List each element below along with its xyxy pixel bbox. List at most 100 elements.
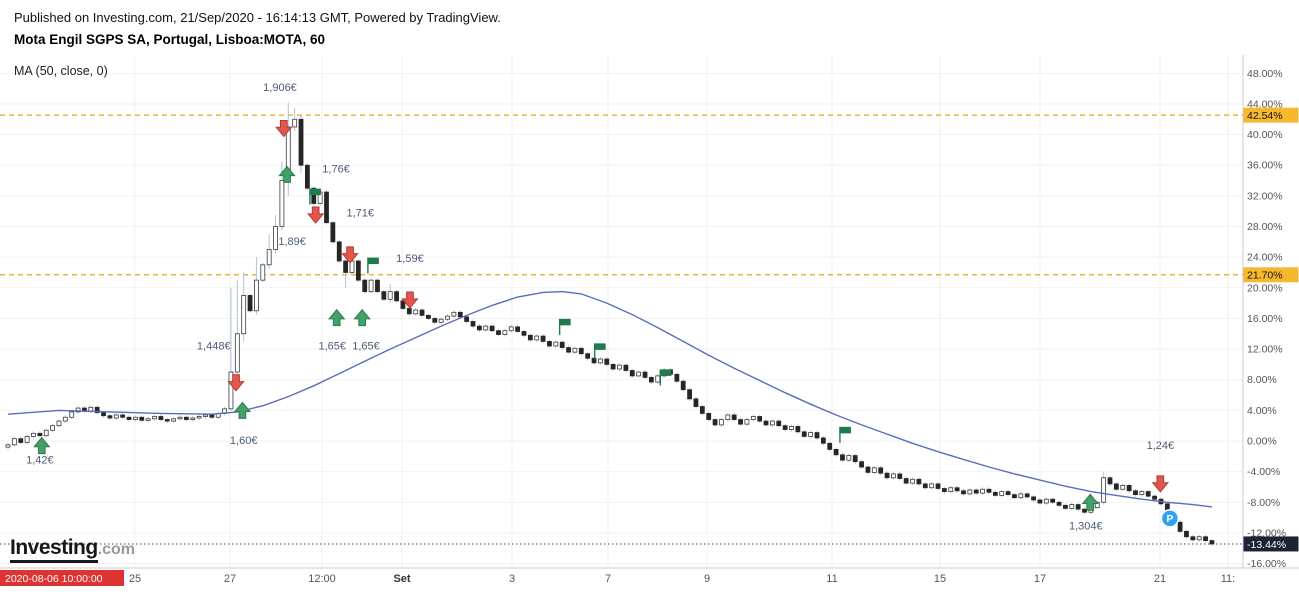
candle-body <box>1101 477 1107 503</box>
candle-body <box>706 413 712 420</box>
candle-body <box>43 429 49 437</box>
candle-body <box>24 436 30 443</box>
candle-body <box>457 311 463 318</box>
candle-body <box>808 432 814 437</box>
flag-icon <box>367 257 379 265</box>
candle-body <box>228 371 234 410</box>
candle-body <box>113 414 119 419</box>
price-annotation: 1,76€ <box>322 163 350 175</box>
candle-body <box>770 420 775 426</box>
price-axis[interactable]: 48.00% 44.00% 40.00% 36.00% 32.00% 28.00% 24.0… <box>1243 68 1299 570</box>
candle-body <box>553 341 559 347</box>
candle-body <box>725 414 731 420</box>
candle-body <box>324 191 329 224</box>
published-line: Published on Investing.com, 21/Sep/2020 … <box>14 10 501 25</box>
candle-body <box>986 488 992 493</box>
sell-arrow-icon <box>1151 475 1169 493</box>
candle-body <box>508 326 514 332</box>
candle-body <box>1012 494 1017 499</box>
candle-body <box>1056 501 1062 506</box>
candle-body <box>234 333 240 373</box>
candle-body <box>1037 499 1043 504</box>
price-axis-label: 36.00% <box>1247 160 1283 172</box>
candle-body <box>464 316 470 322</box>
flag-icon <box>594 343 606 350</box>
candle-body <box>744 419 750 425</box>
price-axis-label: 8.00% <box>1247 374 1277 386</box>
candle-body <box>158 416 164 420</box>
candle-body <box>840 454 845 461</box>
candle-body <box>1043 498 1049 504</box>
candle-body <box>515 326 520 332</box>
candle-body <box>145 418 151 421</box>
candle-body <box>502 330 508 335</box>
candle-body <box>916 478 922 485</box>
last-price-tag <box>1243 536 1299 552</box>
price-axis-label: 16.00% <box>1247 313 1283 325</box>
price-annotation: 1,448€ <box>197 340 231 352</box>
level-price-tag <box>1243 267 1299 283</box>
last-price-tag-label: -13.44% <box>1247 539 1286 551</box>
candle-body <box>572 347 578 353</box>
candle-body <box>559 341 565 348</box>
price-axis-label: -12.00% <box>1247 527 1286 539</box>
candle-body <box>980 488 986 494</box>
price-annotation: 1,89€ <box>278 236 306 248</box>
candle-body <box>852 455 858 463</box>
ma-indicator-label[interactable]: MA (50, close, 0) <box>14 64 108 78</box>
logo-main-text: Investing <box>10 536 98 563</box>
price-axis-label: 28.00% <box>1247 221 1283 233</box>
p-badge-icon <box>1160 509 1180 528</box>
candle-body <box>1082 508 1087 513</box>
candle-body <box>954 487 960 492</box>
candle-body <box>419 309 425 316</box>
buy-arrow-icon <box>233 401 252 419</box>
time-axis-label: 12:00 <box>308 573 336 585</box>
candle-body <box>394 291 399 302</box>
price-axis-label: 48.00% <box>1247 68 1283 80</box>
cursor-date-tag-label: 2020-08-06 10:00:00 <box>5 573 103 585</box>
price-annotation: 1,906€ <box>263 82 297 94</box>
candle-body <box>566 347 571 353</box>
candle-body <box>75 407 81 413</box>
candle-body <box>451 311 457 317</box>
cursor-date-tag <box>0 570 124 586</box>
candle-body <box>476 325 482 331</box>
candle-body <box>598 358 603 364</box>
candle-body <box>62 416 68 422</box>
candle-body <box>11 438 17 446</box>
candle-body <box>1145 491 1151 497</box>
candle-body <box>1024 493 1030 498</box>
time-axis-label: 11: <box>1221 573 1235 585</box>
candle-body <box>801 431 807 437</box>
candle-body <box>655 375 661 383</box>
level-price-tag <box>1243 107 1299 123</box>
candle-body <box>152 416 157 420</box>
candle-body <box>177 416 183 420</box>
candle-body <box>336 241 342 262</box>
candles <box>5 102 1215 546</box>
candle-body <box>406 308 412 315</box>
candle-body <box>648 377 654 383</box>
time-axis[interactable]: 25 27 12:00 Set 3 7 9 11 15 17 21 11: 2020-08-06 10:… <box>0 570 1235 586</box>
candle-body <box>1209 540 1215 545</box>
candle-body <box>101 412 106 417</box>
buy-arrow-icon <box>1081 493 1099 511</box>
investing-logo: Investing.com <box>10 536 135 563</box>
candle-body <box>489 325 495 332</box>
candle-body <box>37 432 43 437</box>
candle-body <box>750 416 756 420</box>
candle-body <box>298 118 304 166</box>
time-axis-label: 9 <box>704 573 710 585</box>
price-axis-label: -4.00% <box>1247 466 1280 478</box>
price-annotation: 1,304€ <box>1069 520 1103 532</box>
candle-body <box>241 295 247 335</box>
candle-body <box>94 406 100 414</box>
candle-body <box>203 414 208 417</box>
candle-body <box>1139 491 1145 496</box>
candle-body <box>343 260 349 273</box>
candle-body <box>209 414 215 418</box>
price-axis-label: -8.00% <box>1247 497 1280 509</box>
time-axis-label: 11 <box>826 573 837 585</box>
